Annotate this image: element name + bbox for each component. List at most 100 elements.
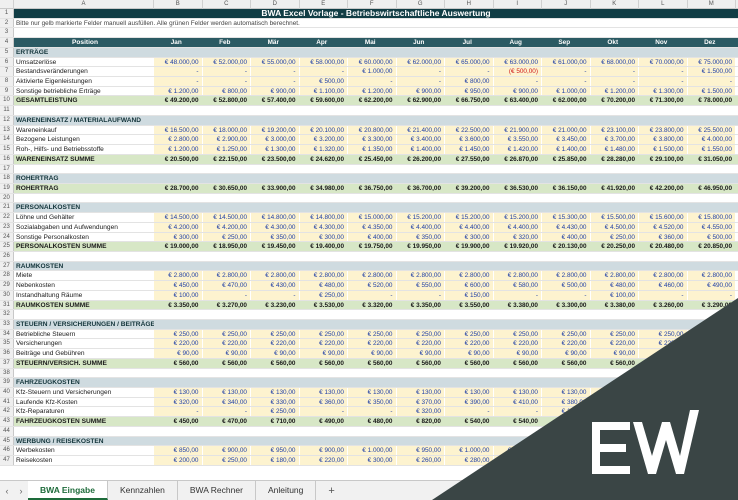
row-label[interactable] [14, 369, 154, 378]
input-cell[interactable]: € 220,00 [251, 339, 300, 349]
sum-cell[interactable]: € 23.500,00 [251, 154, 300, 164]
input-cell[interactable]: - [251, 290, 300, 300]
sum-cell[interactable]: € 24.620,00 [300, 154, 348, 164]
input-cell[interactable]: € 4.400,00 [396, 222, 445, 232]
input-cell[interactable] [493, 456, 542, 465]
section-heading[interactable]: ERTRÄGE [16, 48, 49, 56]
sum-cell[interactable]: € 62.200,00 [348, 96, 397, 106]
column-header-j[interactable]: J [542, 0, 591, 9]
sum-cell[interactable]: € 3.350,00 [397, 300, 445, 310]
input-cell[interactable]: € 220,00 [154, 339, 203, 349]
input-cell[interactable]: € 1.300,00 [251, 145, 300, 154]
sum-cell[interactable]: € 560,00 [639, 358, 688, 368]
input-cell[interactable]: € 4.500,00 [590, 222, 639, 232]
sum-cell[interactable]: € 18.950,00 [203, 242, 251, 251]
sum-label[interactable]: GESAMTLEISTUNG [16, 97, 78, 105]
row-label[interactable]: Reisekosten [16, 457, 53, 465]
input-cell[interactable]: € 1.100,00 [493, 446, 542, 456]
input-cell[interactable]: € 48.000,00 [154, 57, 203, 67]
month-header[interactable]: Feb [203, 38, 251, 47]
input-cell[interactable]: € 150,00 [445, 290, 494, 300]
input-cell[interactable]: € 90,00 [542, 349, 591, 358]
input-cell[interactable]: € 4.430,00 [542, 222, 591, 232]
section-heading[interactable]: PERSONALKOSTEN [16, 204, 81, 212]
empty-cell[interactable] [14, 28, 738, 37]
month-header[interactable]: Jan [154, 38, 203, 47]
sum-cell[interactable]: € 27.550,00 [445, 154, 494, 164]
column-header-e[interactable]: E [300, 0, 348, 9]
input-cell[interactable]: € 2.800,00 [590, 271, 639, 281]
input-cell[interactable]: € 14.500,00 [202, 213, 251, 222]
input-cell[interactable]: € 3.000,00 [251, 135, 300, 145]
sum-cell[interactable]: € 560,00 [542, 358, 591, 368]
input-cell[interactable]: € 220,00 [590, 339, 639, 349]
input-cell[interactable]: - [251, 77, 300, 86]
input-cell[interactable]: - [687, 407, 736, 417]
input-cell[interactable]: € 130,00 [493, 388, 542, 397]
input-cell[interactable]: € 15.300,00 [542, 213, 591, 222]
row-number[interactable]: 22 [0, 213, 14, 222]
input-cell[interactable]: € 2.800,00 [396, 271, 445, 281]
sum-cell[interactable]: € 560,00 [203, 358, 251, 368]
input-cell[interactable]: € 55.000,00 [251, 57, 300, 67]
input-cell[interactable]: € 360,00 [299, 397, 348, 407]
input-cell[interactable]: € 100,00 [590, 290, 639, 300]
input-cell[interactable]: € 250,00 [687, 329, 736, 339]
sum-cell[interactable]: € 480,00 [348, 417, 397, 426]
row-number[interactable]: 32 [0, 310, 14, 319]
input-cell[interactable]: - [348, 290, 397, 300]
sum-cell[interactable]: € 20.850,00 [688, 242, 736, 251]
input-cell[interactable]: € 14.500,00 [154, 213, 203, 222]
input-cell[interactable]: - [590, 77, 639, 86]
sum-cell[interactable]: € 560,00 [445, 358, 494, 368]
input-cell[interactable]: € 62.000,00 [396, 57, 445, 67]
input-cell[interactable]: € 4.200,00 [154, 222, 203, 232]
input-cell[interactable]: € 600,00 [445, 281, 494, 290]
sum-cell[interactable]: € 62.000,00 [542, 96, 591, 106]
sum-cell[interactable]: € 33.900,00 [251, 183, 300, 193]
input-cell[interactable]: € 130,00 [639, 388, 688, 397]
input-cell[interactable]: € 18.000,00 [202, 125, 251, 135]
input-cell[interactable]: € 1.500,00 [687, 86, 736, 96]
input-cell[interactable]: - [154, 407, 203, 417]
input-cell[interactable]: € 21.000,00 [542, 125, 591, 135]
sum-cell[interactable]: € 560,00 [688, 358, 736, 368]
input-cell[interactable]: - [493, 77, 542, 86]
row-number[interactable]: 37 [0, 358, 14, 368]
input-cell[interactable]: € 15.600,00 [639, 213, 688, 222]
input-cell[interactable] [687, 456, 736, 465]
sum-cell[interactable]: € 26.870,00 [494, 154, 542, 164]
input-cell[interactable]: € 130,00 [202, 388, 251, 397]
sum-cell[interactable]: € 3.230,00 [251, 300, 300, 310]
input-cell[interactable]: € 130,00 [251, 388, 300, 397]
input-cell[interactable]: € 1.400,00 [396, 145, 445, 154]
input-cell[interactable]: - [202, 77, 251, 86]
input-cell[interactable]: € 90,00 [687, 349, 736, 358]
sheet-title[interactable]: BWA Excel Vorlage - Betriebswirtschaftli… [261, 8, 491, 18]
input-cell[interactable]: € 23.800,00 [639, 125, 688, 135]
input-cell[interactable]: - [299, 67, 348, 77]
row-number[interactable]: 24 [0, 232, 14, 242]
input-cell[interactable]: € 330,00 [251, 397, 300, 407]
input-cell[interactable]: € 500,00 [299, 77, 348, 86]
input-cell[interactable]: € 1.250,00 [202, 145, 251, 154]
input-cell[interactable]: € 2.800,00 [542, 271, 591, 281]
row-number[interactable]: 44 [0, 426, 14, 436]
input-cell[interactable]: - [639, 67, 688, 77]
input-cell[interactable]: - [687, 77, 736, 86]
input-cell[interactable]: - [542, 77, 591, 86]
input-cell[interactable]: € 350,00 [687, 397, 736, 407]
input-cell[interactable]: € 90,00 [639, 349, 688, 358]
row-number[interactable]: 34 [0, 329, 14, 339]
row-label[interactable]: Bestandsveränderungen [16, 68, 88, 76]
row-number[interactable]: 36 [0, 349, 14, 358]
input-cell[interactable]: € 400,00 [348, 232, 397, 242]
input-cell[interactable]: - [687, 290, 736, 300]
sum-cell[interactable] [542, 417, 591, 426]
sum-cell[interactable]: € 540,00 [445, 417, 494, 426]
input-cell[interactable]: € 2.800,00 [202, 271, 251, 281]
month-header[interactable]: Mär [251, 38, 300, 47]
row-number[interactable]: 31 [0, 300, 14, 310]
sum-cell[interactable]: € 62.900,00 [397, 96, 445, 106]
input-cell[interactable]: € 340,00 [202, 397, 251, 407]
